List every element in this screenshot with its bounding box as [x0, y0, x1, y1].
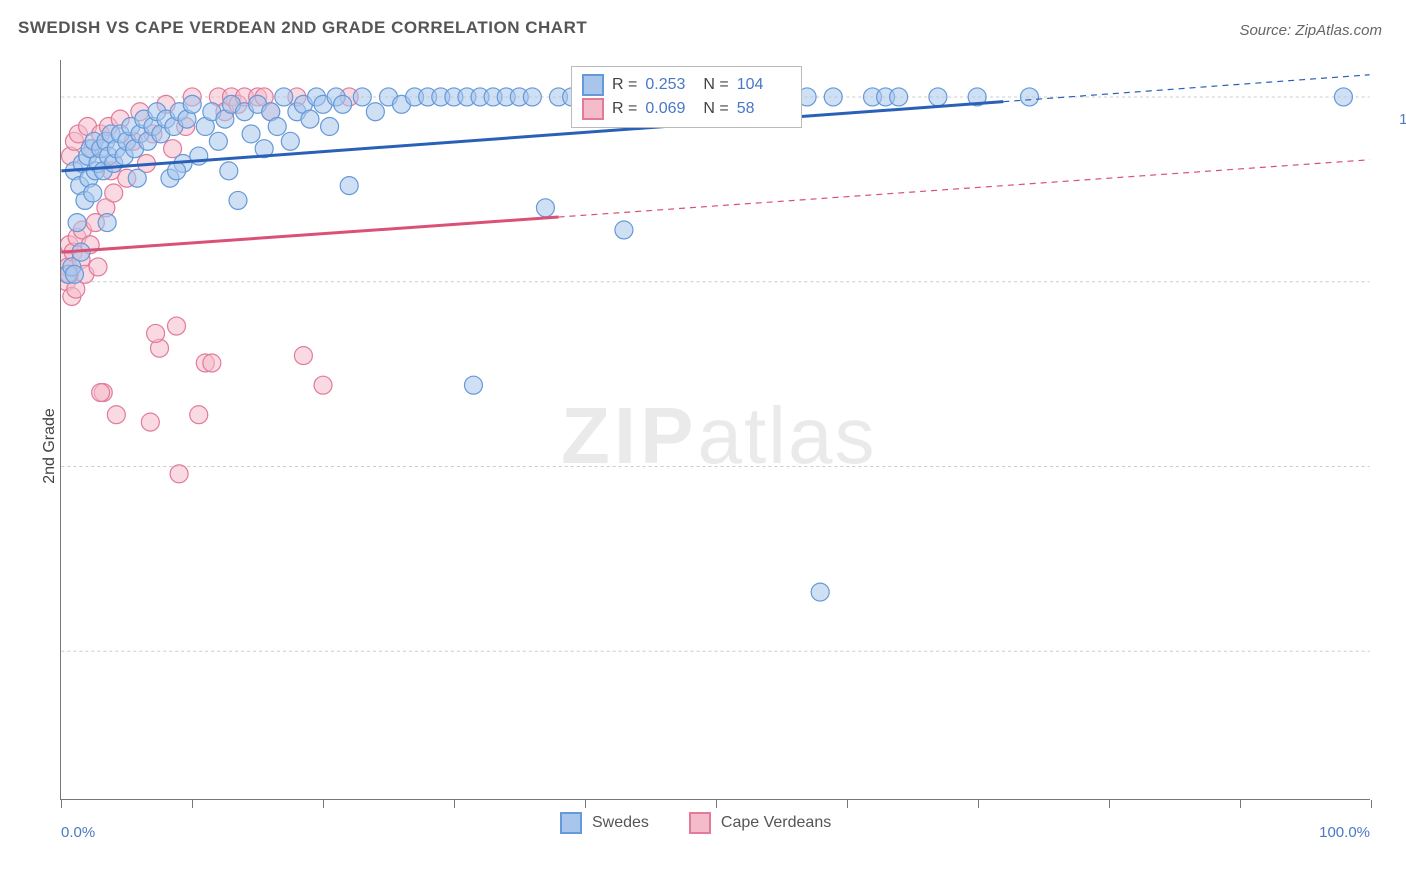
bottom-swatch-capeverdeans: [689, 812, 711, 834]
xtick-mark: [847, 800, 848, 808]
xtick-mark: [323, 800, 324, 808]
legend-row-capeverdeans: R = 0.069 N = 58: [582, 97, 787, 121]
legend-N-swedes: 104: [737, 73, 787, 97]
bottom-legend: Swedes Cape Verdeans: [560, 812, 831, 834]
xtick-label: 100.0%: [1319, 824, 1370, 841]
xtick-mark: [192, 800, 193, 808]
bottom-legend-swedes: Swedes: [592, 814, 649, 832]
legend-N-label: N =: [703, 97, 728, 121]
xtick-mark: [1240, 800, 1241, 808]
xtick-label: 0.0%: [61, 824, 95, 841]
bottom-legend-capeverdeans: Cape Verdeans: [721, 814, 831, 832]
legend-N-label: N =: [703, 73, 728, 97]
plot-area: ZIPatlas R = 0.253 N = 104 R = 0.069 N =…: [60, 60, 1370, 800]
legend-row-swedes: R = 0.253 N = 104: [582, 73, 787, 97]
legend-swatch-capeverdeans: [582, 98, 604, 120]
chart-title: SWEDISH VS CAPE VERDEAN 2ND GRADE CORREL…: [18, 18, 587, 38]
correlation-legend: R = 0.253 N = 104 R = 0.069 N = 58: [571, 66, 802, 128]
y-axis-label: 2nd Grade: [41, 408, 59, 484]
xtick-mark: [585, 800, 586, 808]
legend-R-swedes: 0.253: [645, 73, 695, 97]
legend-R-capeverdeans: 0.069: [645, 97, 695, 121]
bottom-swatch-swedes: [560, 812, 582, 834]
xtick-mark: [454, 800, 455, 808]
legend-N-capeverdeans: 58: [737, 97, 787, 121]
legend-R-label: R =: [612, 73, 637, 97]
legend-swatch-swedes: [582, 74, 604, 96]
xtick-mark: [1109, 800, 1110, 808]
xtick-mark: [1371, 800, 1372, 808]
source-label: Source: ZipAtlas.com: [1239, 22, 1382, 39]
xtick-mark: [978, 800, 979, 808]
ytick-label: 100.0%: [1380, 111, 1406, 128]
ytick-label: 92.5%: [1380, 666, 1406, 683]
scatter-plot-svg: [61, 60, 1370, 799]
xtick-mark: [716, 800, 717, 808]
xtick-mark: [61, 800, 62, 808]
ytick-label: 95.0%: [1380, 481, 1406, 498]
legend-R-label: R =: [612, 97, 637, 121]
ytick-label: 97.5%: [1380, 296, 1406, 313]
